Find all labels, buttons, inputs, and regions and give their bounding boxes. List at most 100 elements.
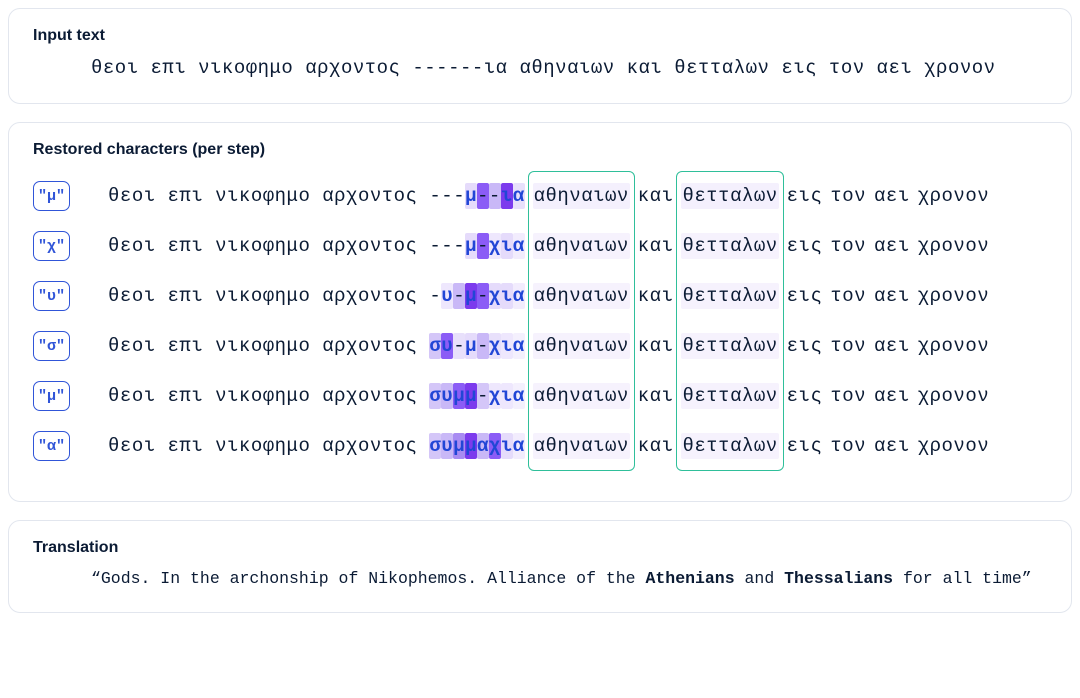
step-row: "υ" θεοι επι νικοφημο αρχοντος -υ-μ-χιααθ… <box>33 271 1047 321</box>
step-text: θεοι επι νικοφημο αρχοντος -υ-μ-χιααθηνα… <box>108 283 989 309</box>
suffix-token: εις <box>787 435 823 457</box>
restored-char: α <box>477 433 489 459</box>
restored-char: μ <box>465 433 477 459</box>
gap-char: - <box>429 283 441 309</box>
restored-char: α <box>513 283 525 309</box>
gap-char: - <box>453 333 465 359</box>
suffix-token: τον <box>830 185 866 207</box>
input-gap: ------ια <box>412 57 507 79</box>
input-prefix: θεοι επι νικοφημο αρχοντος <box>91 57 412 79</box>
step-row: "σ"θεοι επι νικοφημο αρχοντος συ-μ-χιααθ… <box>33 321 1047 371</box>
step-prefix: θεοι επι νικοφημο αρχοντος <box>108 335 429 357</box>
suffix-token: αει <box>874 385 910 407</box>
suffix-token: αθηναιων <box>533 183 630 209</box>
input-panel: Input text θεοι επι νικοφημο αρχοντος --… <box>8 8 1072 104</box>
step-text: θεοι επι νικοφημο αρχοντος ---μ--ιααθηνα… <box>108 183 989 209</box>
suffix-token: χρονον <box>918 185 989 207</box>
gap-char: - <box>453 233 465 259</box>
translation-mid: and <box>735 569 785 588</box>
translation-title: Translation <box>33 539 1047 557</box>
restored-char: μ <box>465 183 477 209</box>
suffix-token: αει <box>874 435 910 457</box>
restored-char: ι <box>501 433 513 459</box>
suffix-token: εις <box>787 185 823 207</box>
restored-char: σ <box>429 383 441 409</box>
restored-char: υ <box>441 333 453 359</box>
suffix-token: τον <box>830 235 866 257</box>
step-badge: "υ" <box>33 281 70 311</box>
step-prefix: θεοι επι νικοφημο αρχοντος <box>108 435 429 457</box>
suffix-token: αθηναιων <box>533 433 630 459</box>
restored-char: μ <box>465 283 477 309</box>
step-row: "μ" θεοι επι νικοφημο αρχοντος ---μ--ιααθ… <box>33 171 1047 221</box>
restored-char: α <box>513 233 525 259</box>
suffix-token: εις <box>787 235 823 257</box>
step-prefix: θεοι επι νικοφημο αρχοντος <box>108 385 429 407</box>
suffix-token: χρονον <box>918 385 989 407</box>
suffix-token: και <box>638 235 674 257</box>
restored-char: υ <box>441 383 453 409</box>
step-badge: "χ" <box>33 231 70 261</box>
restored-char: μ <box>465 333 477 359</box>
gap-char: - <box>441 183 453 209</box>
suffix-token: χρονον <box>918 235 989 257</box>
gap-char: - <box>477 383 489 409</box>
step-row: "α"θεοι επι νικοφημο αρχοντος συμμαχιααθ… <box>33 421 1047 471</box>
suffix-token: θετταλων <box>681 183 778 209</box>
gap-char: - <box>477 183 489 209</box>
gap-char: - <box>429 233 441 259</box>
translation-panel: Translation “Gods. In the archonship of … <box>8 520 1072 613</box>
suffix-token: αει <box>874 185 910 207</box>
step-badge: "μ" <box>33 181 70 211</box>
suffix-token: θετταλων <box>681 283 778 309</box>
gap-char: - <box>477 283 489 309</box>
restored-char: ι <box>501 233 513 259</box>
suffix-token: τον <box>830 435 866 457</box>
gap-char: - <box>477 333 489 359</box>
translation-before: “Gods. In the archonship of Nikophemos. … <box>91 569 646 588</box>
suffix-token: αθηναιων <box>533 283 630 309</box>
suffix-token: εις <box>787 285 823 307</box>
suffix-token: τον <box>830 285 866 307</box>
suffix-token: αει <box>874 335 910 357</box>
restored-char: χ <box>489 433 501 459</box>
suffix-token: εις <box>787 335 823 357</box>
step-prefix: θεοι επι νικοφημο αρχοντος <box>108 285 429 307</box>
suffix-token: θετταλων <box>681 233 778 259</box>
translation-bold2: Thessalians <box>784 569 893 588</box>
restored-char: α <box>513 333 525 359</box>
suffix-token: και <box>638 385 674 407</box>
restored-char: μ <box>453 383 465 409</box>
gap-char: - <box>489 183 501 209</box>
restored-char: χ <box>489 383 501 409</box>
translation-text: “Gods. In the archonship of Nikophemos. … <box>33 569 1047 588</box>
suffix-token: χρονον <box>918 335 989 357</box>
step-text: θεοι επι νικοφημο αρχοντος ---μ-χιααθηνα… <box>108 233 989 259</box>
suffix-token: αθηναιων <box>533 233 630 259</box>
restored-char: χ <box>489 333 501 359</box>
suffix-token: και <box>638 285 674 307</box>
gap-char: - <box>441 233 453 259</box>
restored-char: ι <box>501 383 513 409</box>
input-title: Input text <box>33 27 1047 45</box>
restored-char: υ <box>441 283 453 309</box>
restored-char: σ <box>429 333 441 359</box>
suffix-token: και <box>638 435 674 457</box>
suffix-token: και <box>638 185 674 207</box>
suffix-token: θετταλων <box>681 383 778 409</box>
suffix-token: αει <box>874 235 910 257</box>
restored-char: χ <box>489 283 501 309</box>
input-suffix: αθηναιων και θετταλων εις τον αει χρονον <box>508 57 996 79</box>
suffix-token: θετταλων <box>681 433 778 459</box>
restored-char: α <box>513 433 525 459</box>
restored-char: α <box>513 383 525 409</box>
gap-char: - <box>453 183 465 209</box>
restored-char: μ <box>465 233 477 259</box>
suffix-token: χρονον <box>918 285 989 307</box>
restored-char: σ <box>429 433 441 459</box>
translation-after: for all time” <box>893 569 1032 588</box>
step-text: θεοι επι νικοφημο αρχοντος συ-μ-χιααθηνα… <box>108 333 989 359</box>
step-row: "χ" θεοι επι νικοφημο αρχοντος ---μ-χιααθ… <box>33 221 1047 271</box>
restored-char: υ <box>441 433 453 459</box>
restored-char: ι <box>501 283 513 309</box>
